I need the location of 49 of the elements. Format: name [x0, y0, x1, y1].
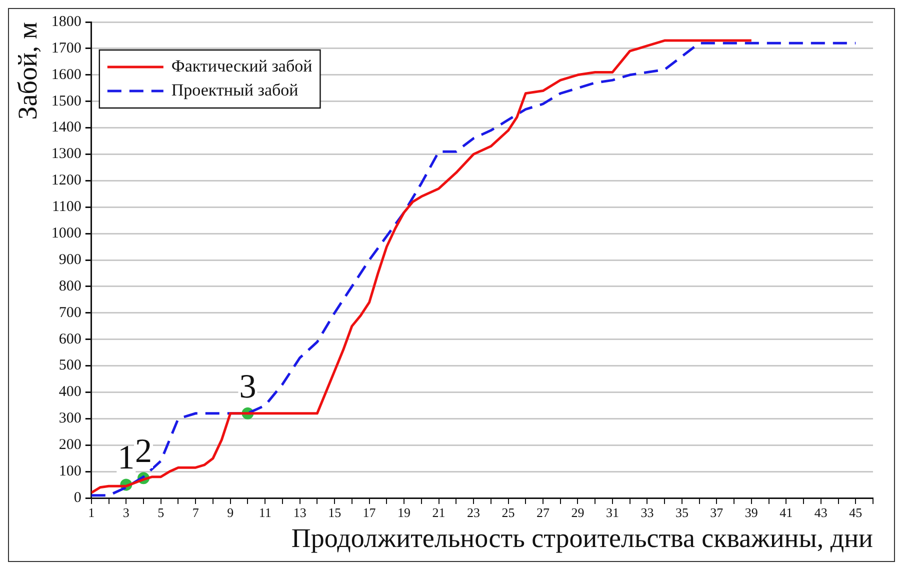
- y-tick-label: 0: [74, 490, 82, 506]
- x-tick-label: 13: [293, 505, 306, 520]
- x-tick-label: 37: [710, 505, 724, 520]
- y-tick-label: 1600: [51, 66, 82, 83]
- y-tick-label: 600: [58, 331, 82, 348]
- x-tick-label: 23: [467, 505, 480, 520]
- x-tick-label: 31: [606, 505, 619, 520]
- annotation: 3: [239, 368, 256, 406]
- x-tick-label: 9: [227, 505, 234, 520]
- x-tick-label: 1: [88, 505, 95, 520]
- y-tick-label: 900: [58, 252, 82, 268]
- x-tick-label: 17: [362, 505, 376, 520]
- y-tick-label: 1800: [51, 14, 82, 30]
- annotation: 2: [135, 433, 152, 470]
- x-tick-label: 29: [571, 505, 584, 520]
- y-axis-title: Забой, м: [12, 22, 42, 120]
- x-tick-label: 39: [744, 505, 758, 520]
- legend-label: Проектный забой: [171, 80, 298, 100]
- y-tick-label: 1700: [51, 40, 82, 56]
- y-tick-label: 100: [58, 463, 82, 480]
- y-tick-label: 400: [58, 384, 82, 400]
- y-tick-label: 700: [58, 304, 82, 321]
- x-tick-label: 15: [328, 505, 342, 520]
- x-tick-label: 11: [258, 505, 272, 520]
- y-tick-label: 200: [58, 437, 82, 454]
- y-tick-label: 1100: [52, 199, 82, 216]
- x-tick-label: 3: [122, 505, 130, 520]
- x-tick-label: 5: [158, 505, 164, 520]
- x-tick-label: 7: [192, 505, 200, 520]
- x-tick-label: 43: [814, 505, 828, 520]
- y-tick-label: 500: [58, 358, 82, 374]
- x-tick-label: 21: [432, 505, 446, 520]
- x-tick-label: 19: [398, 505, 411, 520]
- y-tick-label: 1000: [51, 225, 82, 242]
- y-tick-label: 1400: [51, 120, 82, 136]
- y-tick-label: 1200: [51, 172, 82, 189]
- x-tick-label: 33: [640, 505, 654, 520]
- annotation: 1: [118, 440, 135, 477]
- x-tick-label: 41: [780, 505, 793, 520]
- x-tick-label: 45: [849, 505, 862, 520]
- y-tick-label: 1500: [51, 93, 82, 110]
- x-tick-label: 27: [536, 505, 550, 520]
- y-tick-label: 800: [58, 278, 82, 294]
- legend-label: Фактический забой: [171, 56, 312, 76]
- x-tick-label: 25: [502, 505, 515, 520]
- x-axis-title: Продолжительность строительства скважины, дни: [291, 522, 873, 553]
- y-tick-label: 300: [58, 410, 82, 427]
- x-tick-label: 35: [675, 505, 688, 520]
- y-tick-label: 1300: [51, 146, 82, 162]
